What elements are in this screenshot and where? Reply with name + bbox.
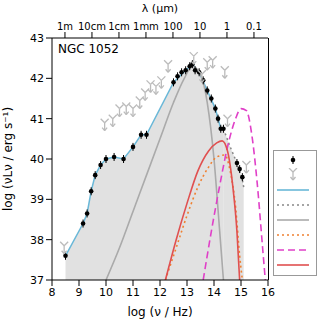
svg-text:38: 38 — [30, 234, 44, 247]
svg-text:10: 10 — [194, 21, 207, 32]
svg-text:1mm: 1mm — [133, 21, 159, 32]
svg-text:13: 13 — [180, 286, 194, 299]
svg-text:11: 11 — [126, 286, 140, 299]
svg-text:1cm: 1cm — [108, 21, 130, 32]
svg-text:log (ν / Hz): log (ν / Hz) — [127, 305, 192, 319]
svg-text:37: 37 — [30, 274, 44, 287]
svg-text:8: 8 — [49, 286, 56, 299]
svg-text:12: 12 — [153, 286, 167, 299]
svg-text:16: 16 — [261, 286, 275, 299]
svg-text:42: 42 — [30, 72, 44, 85]
svg-text:λ (μm): λ (μm) — [142, 2, 178, 15]
svg-text:1: 1 — [224, 21, 230, 32]
svg-text:39: 39 — [30, 193, 44, 206]
svg-text:15: 15 — [234, 286, 248, 299]
svg-text:41: 41 — [30, 113, 44, 126]
html-text:NGC 1052: NGC 1052 — [58, 42, 119, 56]
svg-text:0.1: 0.1 — [246, 21, 262, 32]
svg-text:1m: 1m — [57, 21, 73, 32]
svg-text:10: 10 — [99, 286, 113, 299]
svg-text:40: 40 — [30, 153, 44, 166]
svg-text:14: 14 — [207, 286, 221, 299]
svg-text:43: 43 — [30, 32, 44, 45]
svg-text:10cm: 10cm — [78, 21, 106, 32]
svg-text:log (νLν / erg s⁻¹): log (νLν / erg s⁻¹) — [8, 107, 15, 211]
svg-text:9: 9 — [76, 286, 83, 299]
svg-text:100: 100 — [163, 21, 182, 32]
